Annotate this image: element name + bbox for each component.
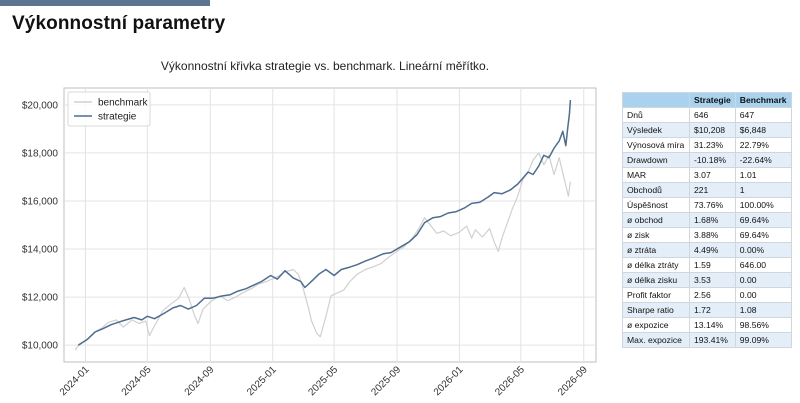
stats-strategie-value: -10.18% bbox=[689, 152, 736, 168]
chart-title: Výkonnostní křivka strategie vs. benchma… bbox=[160, 59, 490, 73]
stats-row: ø délka zisku 3.53 0.00 bbox=[622, 272, 792, 288]
stats-strategie-value: 1.68% bbox=[689, 212, 736, 228]
stats-row: Výnosová míra 31.23% 22.79% bbox=[622, 137, 792, 153]
stats-benchmark-value: 0.00% bbox=[734, 242, 792, 258]
stats-benchmark-value: 100.00% bbox=[734, 197, 792, 213]
x-tick-label: 2024-01 bbox=[58, 364, 92, 398]
stats-benchmark-value: 646.00 bbox=[734, 257, 792, 273]
stats-strategie-value: 3.88% bbox=[689, 227, 736, 243]
stats-strategie-value: 193.41% bbox=[689, 332, 736, 348]
stats-strategie-value: $10,208 bbox=[689, 122, 736, 138]
stats-row: Sharpe ratio 1.72 1.08 bbox=[622, 302, 792, 318]
stats-header-metric bbox=[622, 92, 690, 108]
series-line-benchmark bbox=[74, 152, 571, 351]
stats-strategie-value: 221 bbox=[689, 182, 736, 198]
stats-metric-label: Výsledek bbox=[622, 122, 690, 138]
stats-metric-label: Max. expozice bbox=[622, 332, 690, 348]
y-tick-label: $12,000 bbox=[22, 293, 59, 304]
stats-strategie-value: 13.14% bbox=[689, 317, 736, 333]
stats-strategie-value: 646 bbox=[689, 107, 736, 123]
stats-row: Profit faktor 2.56 0.00 bbox=[622, 287, 792, 303]
chart-svg: $10,000 $12,000 $14,000 $16,000 $18,000 $20,0… bbox=[22, 87, 597, 398]
stats-benchmark-value: 647 bbox=[734, 107, 792, 123]
stats-header-benchmark: Benchmark bbox=[734, 92, 792, 108]
stats-row: Drawdown -10.18% -22.64% bbox=[622, 152, 792, 168]
stats-metric-label: Dnů bbox=[622, 107, 690, 123]
stats-benchmark-value: 0.00 bbox=[734, 287, 792, 303]
stats-benchmark-value: 1.01 bbox=[734, 167, 792, 183]
stats-strategie-value: 3.07 bbox=[689, 167, 736, 183]
stats-metric-label: ø expozice bbox=[622, 317, 690, 333]
header-accent-bar bbox=[0, 0, 210, 6]
stats-metric-label: ø ztráta bbox=[622, 242, 690, 258]
x-tick-label: 2025-05 bbox=[306, 364, 340, 398]
y-tick-label: $14,000 bbox=[22, 245, 59, 256]
stats-benchmark-value: -22.64% bbox=[734, 152, 792, 168]
stats-metric-label: ø délka zisku bbox=[622, 272, 690, 288]
stats-strategie-value: 1.59 bbox=[689, 257, 736, 273]
stats-metric-label: Sharpe ratio bbox=[622, 302, 690, 318]
stats-strategie-value: 4.49% bbox=[689, 242, 736, 258]
stats-strategie-value: 1.72 bbox=[689, 302, 736, 318]
stats-benchmark-value: 69.64% bbox=[734, 212, 792, 228]
stats-metric-label: Úspěšnost bbox=[622, 197, 690, 213]
stats-metric-label: MAR bbox=[622, 167, 690, 183]
stats-row: ø expozice 13.14% 98.56% bbox=[622, 317, 792, 333]
stats-benchmark-value: 98.56% bbox=[734, 317, 792, 333]
y-tick-label: $16,000 bbox=[22, 196, 59, 207]
stats-benchmark-value: 69.64% bbox=[734, 227, 792, 243]
stats-benchmark-value: 1.08 bbox=[734, 302, 792, 318]
stats-row: ø zisk 3.88% 69.64% bbox=[622, 227, 792, 243]
stats-strategie-value: 31.23% bbox=[689, 137, 736, 153]
stats-benchmark-value: 1 bbox=[734, 182, 792, 198]
stats-table: Strategie Benchmark Dnů 646 647 Výsledek $1… bbox=[622, 92, 792, 348]
stats-metric-label: Profit faktor bbox=[622, 287, 690, 303]
stats-strategie-value: 73.76% bbox=[689, 197, 736, 213]
stats-benchmark-value: 99.09% bbox=[734, 332, 792, 348]
stats-row: Úspěšnost 73.76% 100.00% bbox=[622, 197, 792, 213]
stats-strategie-value: 3.53 bbox=[689, 272, 736, 288]
stats-metric-label: Výnosová míra bbox=[622, 137, 690, 153]
legend-label-benchmark: benchmark bbox=[98, 98, 148, 109]
stats-metric-label: Drawdown bbox=[622, 152, 690, 168]
stats-metric-label: ø obchod bbox=[622, 212, 690, 228]
x-tick-label: 2026-09 bbox=[556, 364, 590, 398]
stats-row: ø ztráta 4.49% 0.00% bbox=[622, 242, 792, 258]
x-tick-label: 2024-05 bbox=[120, 364, 154, 398]
x-tick-label: 2025-01 bbox=[245, 364, 279, 398]
stats-row: Výsledek $10,208 $6,848 bbox=[622, 122, 792, 138]
page-title: Výkonnostní parametry bbox=[12, 13, 226, 34]
performance-chart: Výkonnostní křivka strategie vs. benchma… bbox=[0, 50, 610, 403]
stats-strategie-value: 2.56 bbox=[689, 287, 736, 303]
series-line-strategie bbox=[77, 99, 572, 346]
stats-metric-label: Obchodů bbox=[622, 182, 690, 198]
x-tick-label: 2026-01 bbox=[432, 364, 466, 398]
stats-row: Dnů 646 647 bbox=[622, 107, 792, 123]
stats-metric-label: ø délka ztráty bbox=[622, 257, 690, 273]
stats-row: Max. expozice 193.41% 99.09% bbox=[622, 332, 792, 348]
stats-benchmark-value: $6,848 bbox=[734, 122, 792, 138]
x-tick-label: 2024-09 bbox=[183, 364, 217, 398]
legend-label-strategie: strategie bbox=[98, 112, 137, 123]
stats-row: ø obchod 1.68% 69.64% bbox=[622, 212, 792, 228]
legend-box bbox=[67, 91, 151, 127]
x-tick-label: 2025-09 bbox=[369, 364, 403, 398]
stats-row: Obchodů 221 1 bbox=[622, 182, 792, 198]
stats-row: ø délka ztráty 1.59 646.00 bbox=[622, 257, 792, 273]
y-tick-label: $20,000 bbox=[22, 100, 59, 111]
stats-header-row: Strategie Benchmark bbox=[622, 92, 792, 108]
y-tick-label: $18,000 bbox=[22, 148, 59, 159]
x-tick-label: 2026-05 bbox=[493, 364, 527, 398]
stats-benchmark-value: 0.00 bbox=[734, 272, 792, 288]
stats-row: MAR 3.07 1.01 bbox=[622, 167, 792, 183]
stats-benchmark-value: 22.79% bbox=[734, 137, 792, 153]
stats-metric-label: ø zisk bbox=[622, 227, 690, 243]
plot-frame bbox=[63, 87, 597, 363]
y-tick-label: $10,000 bbox=[22, 341, 59, 352]
stats-header-strategie: Strategie bbox=[689, 92, 736, 108]
